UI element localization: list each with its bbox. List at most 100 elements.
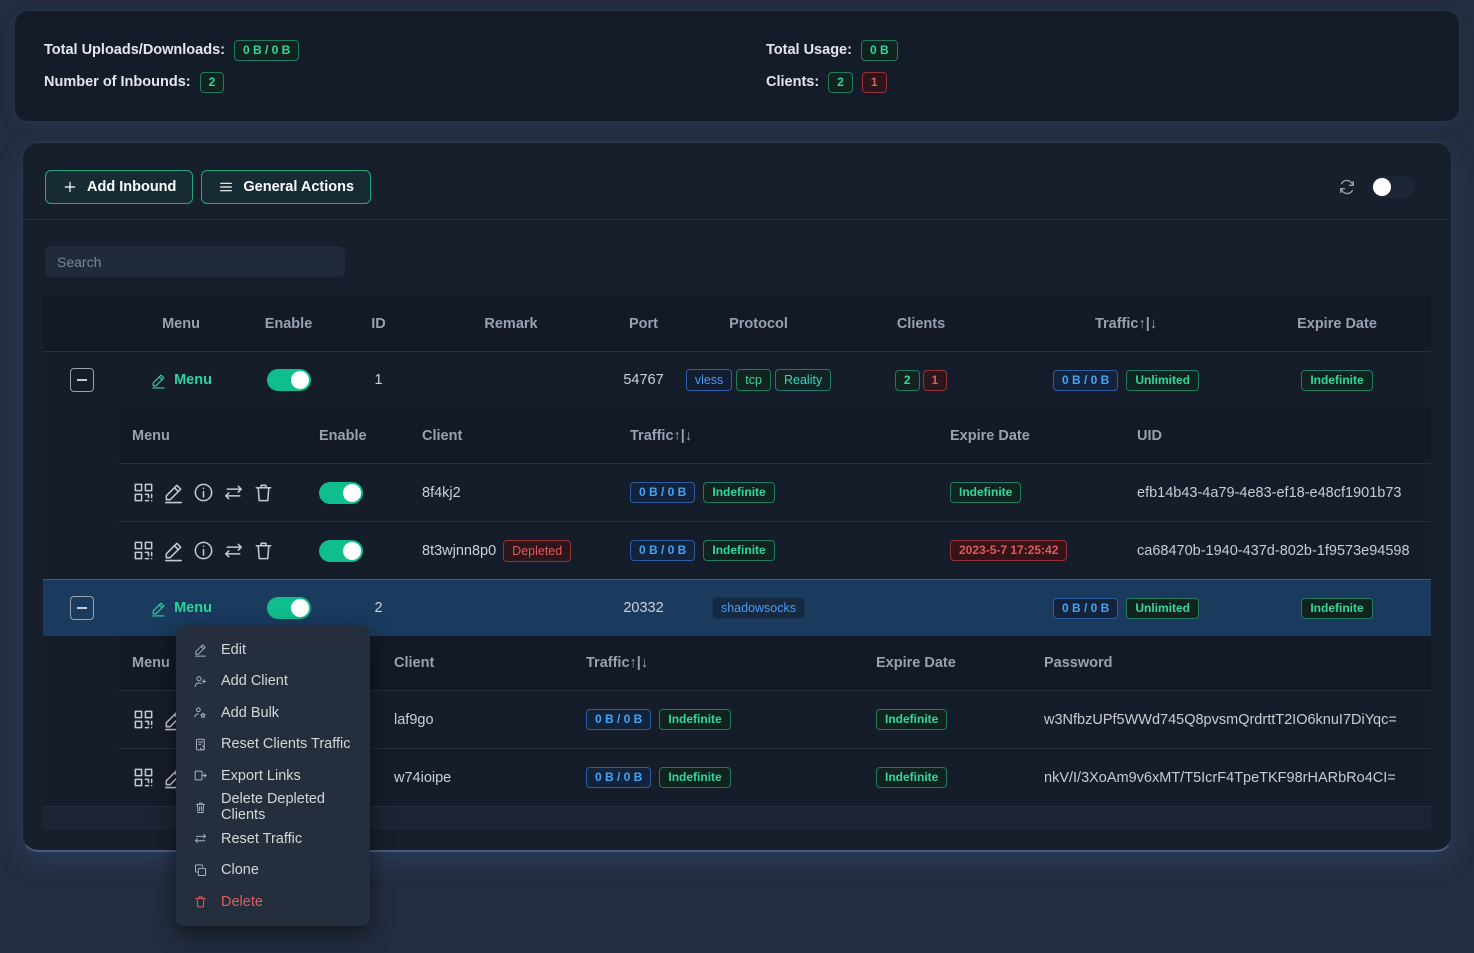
header-enable: Enable [306, 428, 409, 444]
auto-refresh-toggle[interactable] [1371, 176, 1415, 198]
client-traffic-limit-badge: Indefinite [659, 709, 730, 730]
edit-client-icon[interactable] [162, 481, 185, 504]
header-traffic[interactable]: Traffic↑|↓ [617, 428, 937, 444]
edit-client-icon[interactable] [162, 539, 185, 562]
stats-left-column: Total Uploads/Downloads: 0 B / 0 B Numbe… [15, 40, 737, 93]
client-table-vless: Menu Enable Client Traffic↑|↓ Expire Dat… [119, 408, 1431, 579]
client-table-header: Menu Enable Client Traffic↑|↓ Expire Dat… [119, 408, 1431, 463]
header-menu: Menu [121, 316, 241, 332]
edit-icon [150, 600, 167, 617]
menu-item-label: Clone [221, 862, 259, 878]
clients-label: Clients: [766, 74, 819, 90]
client-traffic-badge: 0 B / 0 B [586, 709, 651, 730]
search-input[interactable] [45, 246, 345, 277]
inbound-id: 2 [336, 600, 421, 616]
header-enable: Enable [241, 316, 336, 332]
total-usage-value: 0 B [861, 40, 898, 61]
client-traffic-badge: 0 B / 0 B [586, 767, 651, 788]
header-menu: Menu [119, 428, 306, 444]
client-row-8t3wjnn8p0: 8t3wjnn8p0 Depleted 0 B / 0 B Indefinite… [119, 521, 1431, 579]
reset-traffic-icon[interactable] [222, 539, 245, 562]
menu-item-clone[interactable]: Clone [176, 855, 370, 887]
client-password: nkV/I/3XoAm9v6xMT/T5IcrF4TpeTKF98rHARbRo… [1031, 770, 1433, 786]
stat-number-of-inbounds: Number of Inbounds: 2 [44, 72, 737, 93]
user-plus-icon [193, 674, 208, 689]
qr-code-icon[interactable] [132, 539, 155, 562]
info-icon[interactable] [192, 539, 215, 562]
total-uploads-downloads-value: 0 B / 0 B [234, 40, 299, 61]
client-expire-badge: Indefinite [876, 767, 947, 788]
header-client: Client [409, 428, 617, 444]
qr-code-icon[interactable] [132, 708, 155, 731]
enable-toggle[interactable] [267, 369, 311, 391]
number-of-inbounds-label: Number of Inbounds: [44, 74, 191, 90]
delete-client-icon[interactable] [252, 539, 275, 562]
add-inbound-button[interactable]: Add Inbound [45, 170, 193, 204]
menu-item-export-links[interactable]: Export Links [176, 760, 370, 792]
inbound-port: 54767 [601, 372, 686, 388]
client-row-8f4kj2: 8f4kj2 0 B / 0 B Indefinite Indefinite e… [119, 463, 1431, 521]
general-actions-label: General Actions [243, 179, 354, 195]
number-of-inbounds-value: 2 [200, 72, 225, 93]
repeat-icon [193, 831, 208, 846]
total-uploads-downloads-label: Total Uploads/Downloads: [44, 42, 225, 58]
inbound-menu-label: Menu [174, 372, 212, 388]
inbound-port: 20332 [601, 600, 686, 616]
menu-item-delete-depleted-clients[interactable]: Delete Depleted Clients [176, 792, 370, 824]
stat-total-uploads-downloads: Total Uploads/Downloads: 0 B / 0 B [44, 40, 737, 61]
traffic-badge: 0 B / 0 B [1053, 598, 1118, 619]
client-enable-toggle[interactable] [319, 482, 363, 504]
trash-icon [193, 894, 208, 909]
menu-item-reset-traffic[interactable]: Reset Traffic [176, 823, 370, 855]
header-uid: UID [1124, 428, 1433, 444]
menu-item-add-bulk[interactable]: Add Bulk [176, 697, 370, 729]
stat-total-usage: Total Usage: 0 B [766, 40, 1459, 61]
menu-item-label: Reset Traffic [221, 831, 302, 847]
clients-depleted-badge: 1 [923, 370, 948, 391]
add-inbound-label: Add Inbound [87, 179, 176, 195]
traffic-limit-badge: Unlimited [1126, 598, 1199, 619]
delete-client-icon[interactable] [252, 481, 275, 504]
client-enable-toggle[interactable] [319, 540, 363, 562]
menu-item-reset-clients-traffic[interactable]: Reset Clients Traffic [176, 729, 370, 761]
stats-card: Total Uploads/Downloads: 0 B / 0 B Numbe… [14, 10, 1460, 122]
menu-item-delete[interactable]: Delete [176, 886, 370, 918]
client-name: laf9go [381, 712, 573, 728]
edit-icon [193, 642, 208, 657]
inbound-context-menu: Edit Add Client Add Bulk Reset Clients T… [176, 626, 370, 926]
client-name: 8f4kj2 [409, 485, 617, 501]
qr-code-icon[interactable] [132, 766, 155, 789]
qr-code-icon[interactable] [132, 481, 155, 504]
reset-traffic-icon[interactable] [222, 481, 245, 504]
enable-toggle[interactable] [267, 597, 311, 619]
inbound-id: 1 [336, 372, 421, 388]
menu-item-label: Delete Depleted Clients [221, 791, 370, 823]
inbounds-table-header: Menu Enable ID Remark Port Protocol Clie… [43, 296, 1431, 351]
client-traffic-limit-badge: Indefinite [659, 767, 730, 788]
header-traffic[interactable]: Traffic↑|↓ [1011, 316, 1241, 332]
client-expire-badge: Indefinite [876, 709, 947, 730]
clients-active-badge: 2 [895, 370, 920, 391]
client-traffic-limit-badge: Indefinite [703, 482, 774, 503]
inbound-menu-button[interactable]: Menu [150, 372, 212, 389]
general-actions-button[interactable]: General Actions [201, 170, 371, 204]
header-traffic[interactable]: Traffic↑|↓ [573, 655, 863, 671]
collapse-row-button[interactable] [70, 596, 94, 620]
client-traffic-badge: 0 B / 0 B [630, 482, 695, 503]
expire-date-badge: Indefinite [1301, 370, 1372, 391]
clients-active-count: 2 [828, 72, 853, 93]
protocol-tag-vless: vless [686, 369, 732, 391]
depleted-status-tag: Depleted [503, 540, 571, 562]
hamburger-icon [218, 179, 234, 195]
refresh-icon[interactable] [1337, 177, 1357, 197]
collapse-row-button[interactable] [70, 368, 94, 392]
users-add-icon [193, 705, 208, 720]
inbound-menu-button[interactable]: Menu [150, 600, 212, 617]
header-port: Port [601, 316, 686, 332]
menu-item-add-client[interactable]: Add Client [176, 666, 370, 698]
menu-item-label: Delete [221, 894, 263, 910]
client-expire-badge: Indefinite [950, 482, 1021, 503]
header-protocol: Protocol [686, 316, 831, 332]
menu-item-edit[interactable]: Edit [176, 634, 370, 666]
info-icon[interactable] [192, 481, 215, 504]
